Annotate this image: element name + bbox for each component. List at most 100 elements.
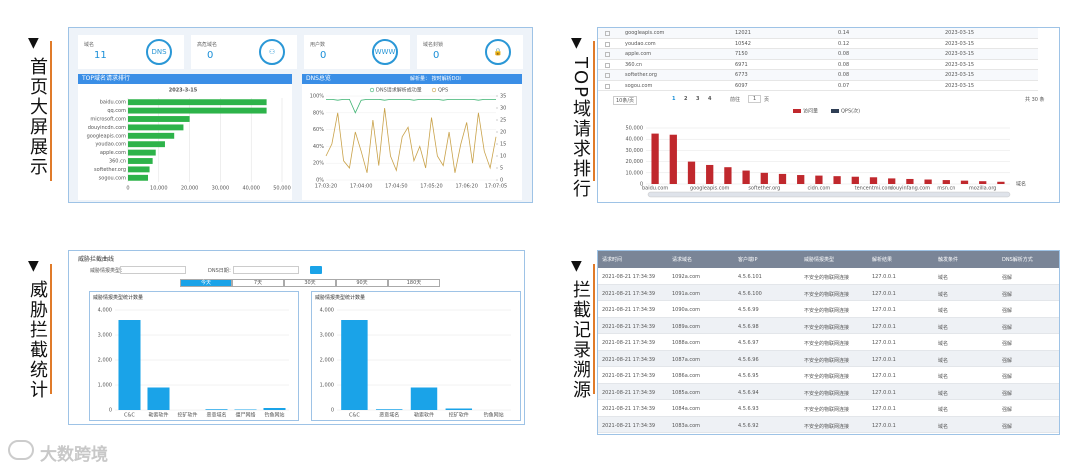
- stat-card: 高危域名 0 ⚇: [191, 35, 297, 69]
- bar: [942, 180, 950, 184]
- table-cell: 4.5.6.97: [738, 340, 759, 346]
- y-tick-label: googleapis.com: [87, 133, 127, 139]
- card-icon: WWW: [372, 39, 398, 65]
- bar: [906, 178, 914, 184]
- x-tick-label: tencentmi.com: [855, 186, 893, 192]
- checkbox: [605, 41, 610, 47]
- bar: [128, 116, 190, 122]
- table-cell: 127.0.0.1: [872, 274, 896, 280]
- table-cell: 1084a.com: [672, 406, 701, 412]
- goto: 前往: [730, 97, 741, 103]
- bar: [341, 320, 368, 410]
- bar: [205, 409, 228, 410]
- x-tick-label: googleapis.com: [690, 186, 730, 192]
- checkbox: [605, 62, 610, 68]
- table-row: [598, 383, 1059, 400]
- stat-card: 域名 11 DNS: [78, 35, 184, 69]
- logo: 大数跨境: [40, 445, 108, 465]
- accent-line: [593, 41, 595, 181]
- bar: [888, 178, 896, 184]
- table-cell: 不安全的物联网连接: [804, 308, 850, 314]
- page-number: 1: [672, 96, 676, 102]
- table-cell: 2023-03-15: [945, 82, 975, 89]
- table-cell: 2021-08-21 17:34:39: [602, 406, 656, 412]
- bar: [410, 387, 438, 410]
- table-cell: 4.5.6.101: [738, 274, 762, 280]
- table-cell: 127.0.0.1: [872, 422, 896, 429]
- bar: [815, 175, 823, 184]
- x-tick-label: 挖矿软件: [177, 412, 197, 419]
- table-cell: 强解: [1002, 341, 1013, 347]
- legend-swatch: [369, 87, 375, 93]
- table-cell: 1092a.com: [672, 274, 701, 280]
- x-tick-label: 50,000: [273, 186, 291, 192]
- bar: [651, 133, 659, 184]
- select: [233, 266, 299, 274]
- table-cell: 不安全的物联网连接: [804, 390, 850, 397]
- x-tick-label: 17:07:05: [485, 184, 507, 190]
- logo-icon: [8, 440, 34, 460]
- table-cell: 12021: [735, 30, 751, 36]
- y-tick-label: 1,000: [98, 383, 112, 389]
- table-cell: 域名: [938, 374, 949, 380]
- table-cell: 强解: [1002, 357, 1013, 364]
- table-cell: 1091a.com: [672, 290, 701, 297]
- card-label: 域名封锁: [423, 42, 444, 48]
- table-cell: 0.07: [838, 82, 850, 89]
- legend-label: 访问量: [803, 108, 818, 115]
- y-tick-label: 40,000: [626, 137, 644, 143]
- stat-card: 用户数 0 WWW: [304, 35, 410, 69]
- table-cell: 127.0.0.1: [872, 340, 896, 346]
- x-tick-label: 40,000: [242, 186, 260, 192]
- y-tick-label: 0: [640, 182, 643, 188]
- table-cell: 4.5.6.93: [738, 406, 759, 412]
- bar: [147, 387, 170, 410]
- table-cell: 6773: [735, 72, 748, 78]
- table-cell: 0.12: [838, 40, 850, 47]
- tab: 180天: [388, 279, 440, 287]
- tab: 90天: [336, 279, 388, 287]
- tab: 30天: [284, 279, 336, 287]
- table-row: [598, 317, 1059, 334]
- table-cell: 2023-03-15: [945, 40, 975, 47]
- y-tick-label: apple.com: [100, 150, 126, 156]
- line: [326, 98, 496, 114]
- table-cell: 0.08: [838, 72, 850, 78]
- y-tick-label: 4,000: [320, 308, 334, 314]
- table-cell: 域名: [938, 324, 949, 331]
- y-tick-label: 0: [109, 408, 112, 414]
- page-number: 2: [684, 96, 688, 102]
- x-tick-label: baidu.com: [642, 186, 668, 192]
- marker: ▼: [28, 258, 39, 274]
- page-number: 3: [696, 96, 700, 102]
- bar: [706, 164, 714, 184]
- search-button: [310, 266, 322, 274]
- header-cell: DNS解析方式: [1002, 257, 1033, 263]
- chart-box: [311, 291, 521, 421]
- filter-label: 威胁情报类型：: [90, 268, 126, 274]
- x-tick-label: 恶意域名: [379, 412, 399, 419]
- card-label: 域名: [84, 42, 95, 48]
- tab: 7天: [232, 279, 284, 287]
- table-cell: 1088a.com: [672, 340, 701, 346]
- y-tick-label: 40%: [313, 144, 324, 150]
- table-cell: 强解: [1002, 407, 1013, 413]
- filter-label: DNS日期：: [208, 268, 234, 274]
- table-cell: 1087a.com: [672, 356, 701, 363]
- table-cell: 域名: [938, 291, 949, 298]
- y-tick-label: softether.org: [94, 167, 126, 173]
- table-cell: 域名: [938, 341, 949, 347]
- table-row: [598, 400, 1059, 417]
- table-cell: 4.5.6.99: [738, 307, 759, 313]
- bar: [128, 141, 165, 148]
- x-tick-label: softether.org: [748, 186, 780, 192]
- x-tick-label: 0: [126, 186, 129, 192]
- y2-tick-label: 30: [500, 106, 506, 112]
- table-cell: 2021-08-21 17:34:39: [602, 340, 656, 346]
- header-cell: 请求域名: [672, 257, 693, 263]
- page-size: 10条/页: [613, 96, 638, 105]
- legend-label: DNS请求解析成功量: [376, 87, 422, 94]
- select: [120, 266, 186, 274]
- bar: [724, 167, 732, 184]
- marker: ▼: [28, 35, 39, 51]
